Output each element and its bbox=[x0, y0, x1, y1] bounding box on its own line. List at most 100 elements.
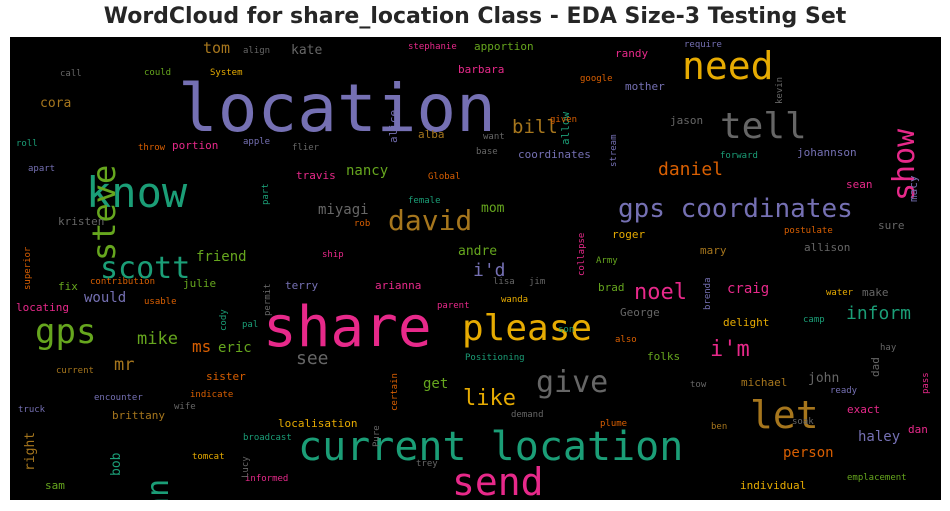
word: delight bbox=[723, 316, 770, 329]
word: send bbox=[452, 460, 544, 500]
word: throw bbox=[138, 143, 166, 153]
word: folks bbox=[647, 350, 681, 363]
word-cloud: location share current location know sen… bbox=[10, 37, 941, 500]
word: tow bbox=[690, 380, 707, 390]
word: fix bbox=[58, 280, 78, 293]
word: align bbox=[243, 46, 271, 56]
word: arianna bbox=[375, 279, 422, 292]
word: stephanie bbox=[408, 42, 457, 52]
word: lisa bbox=[493, 277, 515, 287]
word: part bbox=[261, 183, 271, 205]
word: know bbox=[86, 168, 188, 217]
word: johannson bbox=[797, 146, 857, 159]
word: require bbox=[684, 40, 722, 50]
page-title: WordCloud for share_location Class - EDA… bbox=[103, 4, 847, 29]
word: haley bbox=[858, 429, 901, 445]
word: tell bbox=[720, 106, 807, 147]
word: call bbox=[60, 69, 82, 79]
word: john bbox=[808, 371, 840, 386]
word: andre bbox=[458, 244, 498, 259]
word: brenda bbox=[703, 277, 713, 310]
word: apple bbox=[243, 137, 271, 147]
word: like bbox=[463, 386, 516, 411]
word: alba bbox=[418, 128, 445, 141]
word: apportion bbox=[474, 40, 534, 53]
word: kate bbox=[291, 43, 323, 58]
word: randy bbox=[615, 47, 649, 60]
word: location bbox=[178, 70, 496, 147]
word: tom bbox=[203, 39, 231, 57]
word: noel bbox=[634, 280, 687, 305]
word: ship bbox=[322, 250, 344, 260]
word: indicate bbox=[190, 390, 234, 400]
word: plume bbox=[600, 419, 628, 429]
word: sure bbox=[878, 219, 905, 232]
word: jason bbox=[670, 114, 704, 127]
word: mary bbox=[700, 244, 727, 257]
word: usable bbox=[144, 297, 177, 307]
word: current location bbox=[298, 424, 684, 470]
word: current bbox=[56, 366, 94, 376]
word: wanda bbox=[501, 295, 529, 305]
word: parent bbox=[437, 301, 470, 311]
word: steve bbox=[85, 164, 123, 261]
word: dan bbox=[908, 423, 928, 436]
word: base bbox=[476, 147, 498, 157]
word: ann bbox=[141, 479, 176, 500]
word: macy bbox=[907, 175, 920, 203]
word: tomcat bbox=[192, 452, 225, 462]
word: collapse bbox=[577, 232, 587, 276]
word: female bbox=[408, 196, 441, 206]
word: travis bbox=[296, 169, 336, 182]
word: encounter bbox=[94, 393, 143, 403]
word: ready bbox=[830, 386, 858, 396]
word: Pure bbox=[372, 425, 382, 447]
word: david bbox=[388, 204, 473, 237]
word: i'm bbox=[710, 337, 750, 362]
word: mother bbox=[625, 80, 665, 93]
word: ben bbox=[711, 422, 728, 432]
word: right bbox=[23, 431, 38, 471]
word: allison bbox=[804, 241, 851, 254]
word: wife bbox=[174, 402, 196, 412]
word: System bbox=[210, 68, 243, 78]
word: George bbox=[620, 306, 660, 319]
word: please bbox=[462, 308, 593, 349]
word: let bbox=[750, 393, 819, 437]
word: daniel bbox=[658, 159, 724, 180]
word: sean bbox=[846, 178, 873, 191]
word: ms bbox=[192, 337, 212, 356]
word: sam bbox=[45, 479, 65, 492]
word: mr bbox=[114, 355, 135, 375]
word: informed bbox=[245, 474, 289, 484]
word: alice bbox=[387, 109, 400, 143]
word: gps coordinates bbox=[618, 194, 853, 224]
word: eric bbox=[218, 340, 252, 356]
word: person bbox=[783, 445, 834, 461]
word: broadcast bbox=[243, 433, 292, 443]
word: inform bbox=[846, 303, 912, 324]
word: localisation bbox=[278, 417, 358, 430]
word: julie bbox=[183, 277, 217, 290]
word: share bbox=[263, 295, 432, 360]
word: cora bbox=[40, 96, 72, 111]
word: postulate bbox=[784, 226, 833, 236]
word: superior bbox=[23, 246, 33, 290]
word: hay bbox=[880, 343, 897, 353]
word: forward bbox=[720, 151, 758, 161]
word: could bbox=[144, 68, 172, 78]
word: certain bbox=[390, 373, 400, 411]
word: given bbox=[550, 115, 578, 125]
word: brittany bbox=[112, 409, 165, 422]
word: sister bbox=[206, 370, 246, 383]
word: apart bbox=[28, 164, 56, 174]
word: gps bbox=[35, 312, 97, 352]
word: kevin bbox=[775, 76, 785, 104]
word: see bbox=[296, 348, 329, 369]
word: bob bbox=[109, 452, 124, 476]
word: mike bbox=[137, 329, 178, 349]
word: google bbox=[580, 74, 613, 84]
word: make bbox=[862, 286, 889, 299]
word: stream bbox=[609, 134, 619, 167]
word: roger bbox=[612, 228, 646, 241]
